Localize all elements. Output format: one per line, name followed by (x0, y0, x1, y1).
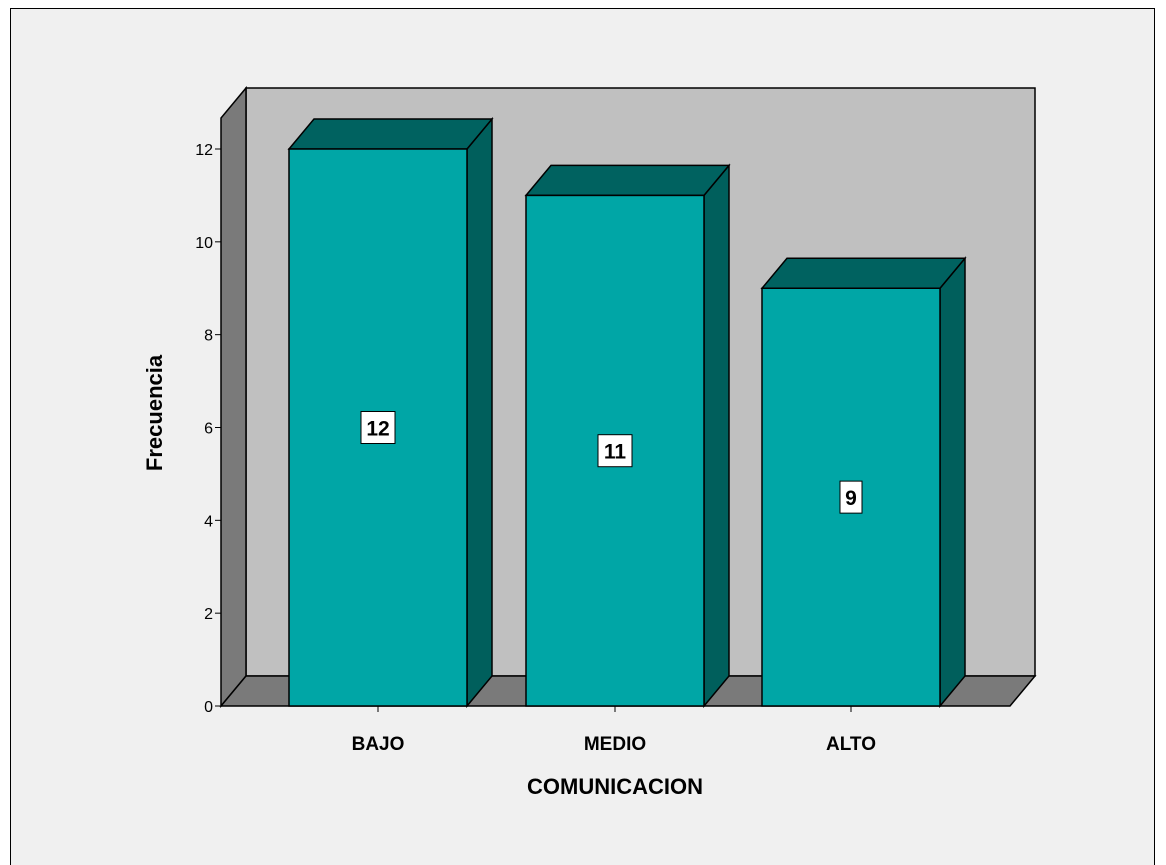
y-tick-label: 4 (204, 513, 213, 530)
bar-top (524, 164, 731, 197)
bar-top (760, 257, 967, 289)
data-label: 12 (366, 418, 389, 441)
y-tick-label: 0 (204, 699, 213, 716)
side-wall (220, 85, 247, 709)
y-tick-label: 2 (204, 606, 213, 623)
bar-side (939, 256, 966, 709)
y-axis: 0 2 4 6 8 10 12 (195, 118, 222, 716)
bar-top (287, 118, 494, 150)
x-tick-label: BAJO (352, 734, 405, 755)
data-label-box (597, 434, 633, 468)
y-tick-label: 12 (195, 142, 213, 159)
x-tick-label: MEDIO (584, 734, 646, 755)
x-axis: BAJO MEDIO ALTO (221, 705, 1010, 755)
y-tick-label: 8 (204, 328, 213, 345)
bar: 9 (760, 256, 967, 709)
bar-side (703, 163, 730, 709)
data-label-box (839, 480, 863, 514)
y-tick-label: 10 (195, 235, 213, 252)
y-axis-title: Frecuencia (142, 354, 167, 471)
y-tick-label: 6 (204, 421, 213, 438)
data-label-box (360, 411, 396, 444)
x-tick-label: ALTO (826, 734, 876, 755)
x-axis-title: COMUNICACION (527, 774, 703, 799)
data-label: 11 (604, 441, 627, 464)
bars: 12 11 9 (287, 116, 967, 709)
bar: 12 (287, 116, 494, 709)
bar: 11 (524, 163, 731, 709)
data-label: 9 (845, 487, 857, 510)
bar-side (466, 116, 493, 709)
